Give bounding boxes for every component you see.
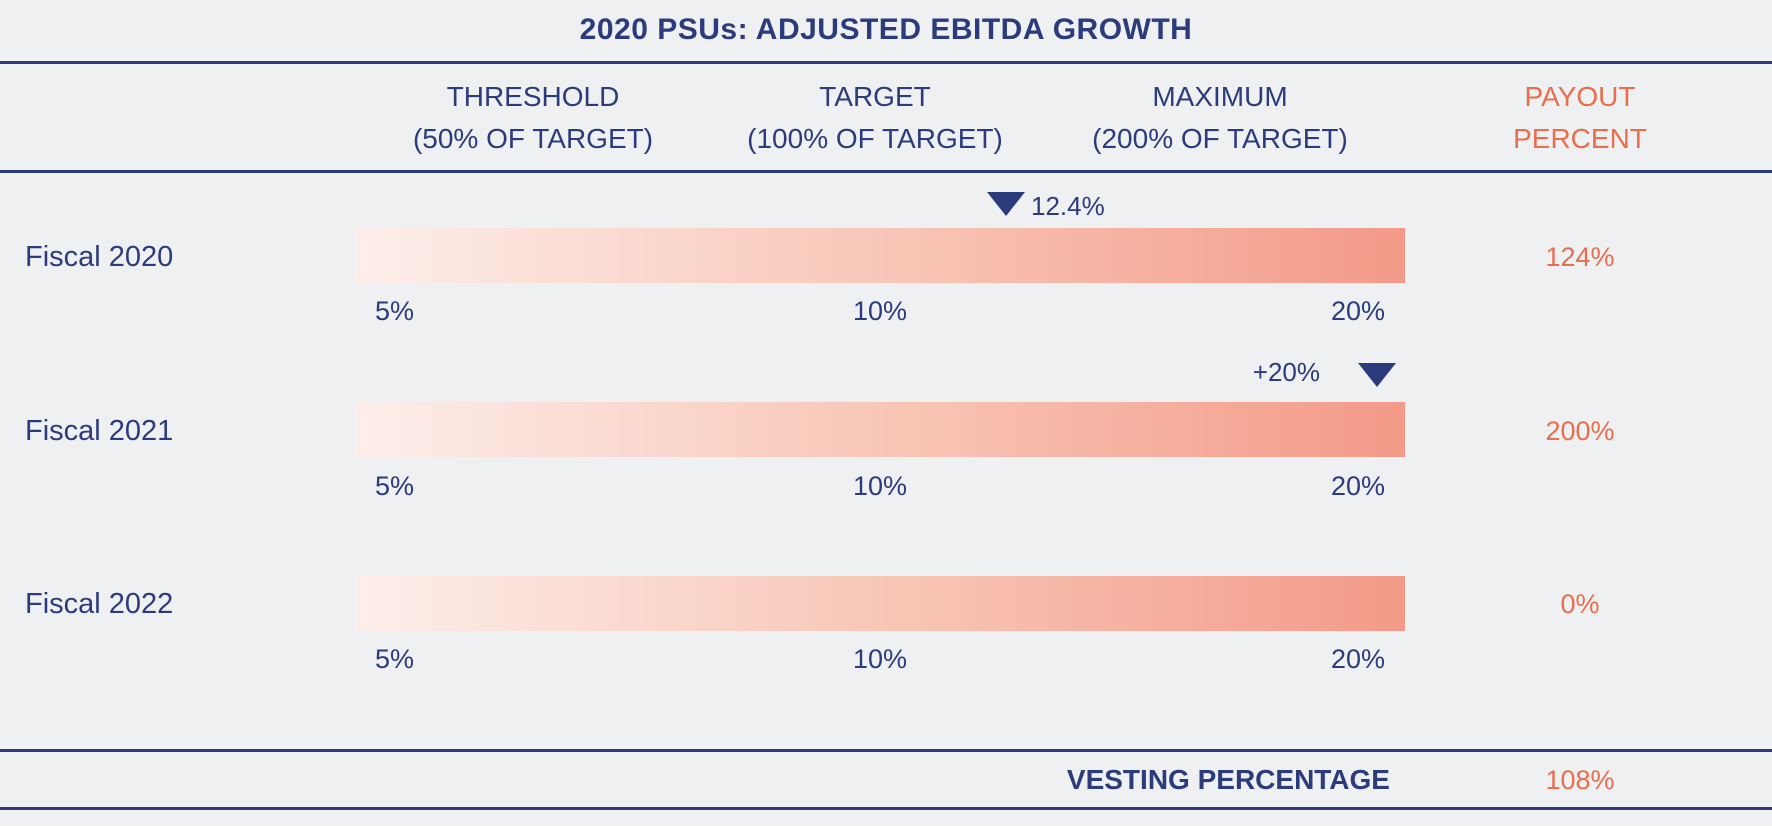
column-header-maximum: MAXIMUM (200% OF TARGET) <box>1070 76 1370 160</box>
tick-maximum: 20% <box>1330 471 1386 501</box>
payout-value: 200% <box>1545 416 1615 446</box>
down-triangle-icon <box>1358 363 1396 387</box>
tick-target: 10% <box>852 644 908 674</box>
tick-threshold: 5% <box>375 296 415 326</box>
tick-target: 10% <box>852 471 908 501</box>
target-label: TARGET <box>819 81 931 112</box>
actual-growth-value: +20% <box>1252 357 1320 387</box>
payout-value: 0% <box>1560 589 1600 619</box>
threshold-sublabel: (50% OF TARGET) <box>412 123 654 154</box>
row-label-fiscal-2020: Fiscal 2020 <box>25 241 174 273</box>
column-header-payout: PAYOUT PERCENT <box>1430 76 1730 160</box>
vesting-percentage-value: 108% <box>1545 765 1615 795</box>
target-sublabel: (100% OF TARGET) <box>747 123 1003 154</box>
performance-bar <box>355 576 1405 631</box>
down-triangle-icon <box>987 192 1025 216</box>
maximum-label: MAXIMUM <box>1152 81 1288 112</box>
tick-maximum: 20% <box>1330 296 1386 326</box>
column-header-threshold: THRESHOLD (50% OF TARGET) <box>383 76 683 160</box>
tick-target: 10% <box>852 296 908 326</box>
threshold-label: THRESHOLD <box>446 81 620 112</box>
performance-bar <box>355 228 1405 283</box>
divider-footer-top <box>0 749 1772 752</box>
payout-sublabel: PERCENT <box>1513 123 1647 154</box>
tick-threshold: 5% <box>375 471 415 501</box>
payout-value: 124% <box>1545 242 1615 272</box>
maximum-sublabel: (200% OF TARGET) <box>1092 123 1348 154</box>
performance-bar <box>355 402 1405 457</box>
payout-label: PAYOUT <box>1524 81 1636 112</box>
divider-header <box>0 170 1772 173</box>
divider-footer-bottom <box>0 807 1772 810</box>
row-label-fiscal-2022: Fiscal 2022 <box>25 588 174 620</box>
vesting-percentage-label: VESTING PERCENTAGE <box>1066 764 1390 795</box>
row-label-fiscal-2021: Fiscal 2021 <box>25 415 174 447</box>
divider-top <box>0 61 1772 64</box>
tick-threshold: 5% <box>375 644 415 674</box>
tick-maximum: 20% <box>1330 644 1386 674</box>
column-header-target: TARGET (100% OF TARGET) <box>725 76 1025 160</box>
chart-title: 2020 PSUs: ADJUSTED EBITDA GROWTH <box>579 13 1193 46</box>
actual-growth-value: 12.4% <box>1031 191 1105 221</box>
